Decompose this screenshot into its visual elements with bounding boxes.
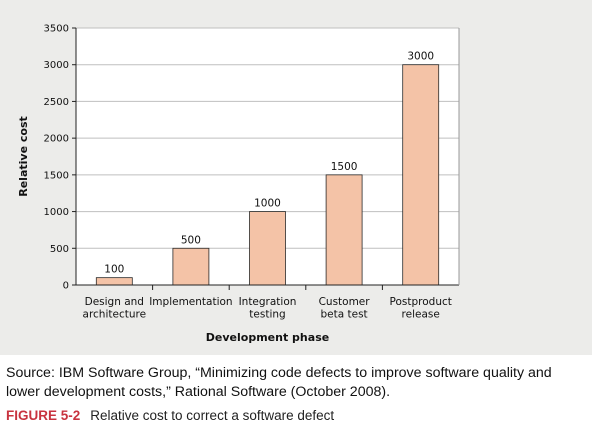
x-category-label: Integration testing (239, 296, 297, 321)
y-tick-label: 1500 (44, 170, 69, 181)
bars (95, 64, 440, 286)
y-tick-label: 3000 (44, 60, 69, 71)
x-category-label: Customer beta test (319, 296, 371, 321)
bar-value-label: 1000 (254, 198, 281, 210)
bar (249, 211, 286, 286)
chart-panel: 0 500 1000 1500 2000 2500 3000 3500 Design and a… (0, 0, 592, 355)
bar-value-label: 500 (181, 234, 201, 246)
figure-caption: FIGURE 5-2 Relative cost to correct a sof… (6, 408, 334, 423)
bar-value-label: 3000 (407, 51, 434, 63)
bar-value-label: 1500 (331, 161, 358, 173)
bar (402, 64, 440, 286)
y-tick-label: 1000 (44, 207, 69, 218)
bar (95, 277, 133, 286)
y-tick-labels: 0 500 1000 1500 2000 2500 3000 3500 (44, 24, 76, 292)
y-tick-label: 2000 (44, 134, 69, 145)
y-tick-label: 500 (50, 244, 69, 255)
axes (75, 28, 460, 290)
data-labels: 100 500 1000 1500 3000 (104, 51, 434, 276)
bar (325, 174, 363, 286)
bar (172, 247, 210, 286)
figure-caption-text: Relative cost to correct a software defe… (90, 408, 335, 423)
x-category-label: Postproduct release (390, 296, 452, 321)
y-axis-title: Relative cost (17, 116, 30, 197)
y-tick-label: 0 (63, 281, 69, 292)
source-line-1: Source: IBM Software Group, “Minimizing … (6, 365, 552, 381)
x-axis-title: Development phase (206, 331, 329, 344)
x-category-label: Design and architecture (83, 296, 147, 321)
bar-value-label: 100 (104, 264, 124, 276)
bar-chart: 0 500 1000 1500 2000 2500 3000 3500 Design and a… (17, 24, 460, 344)
y-tick-label: 2500 (44, 97, 69, 108)
source-line-2: lower development costs,” Rational Softw… (6, 384, 391, 400)
source-citation: Source: IBM Software Group, “Minimizing … (6, 364, 590, 402)
y-tick-label: 3500 (44, 24, 69, 35)
x-category-label: Implementation (149, 296, 232, 308)
figure-number: FIGURE 5-2 (6, 408, 81, 423)
